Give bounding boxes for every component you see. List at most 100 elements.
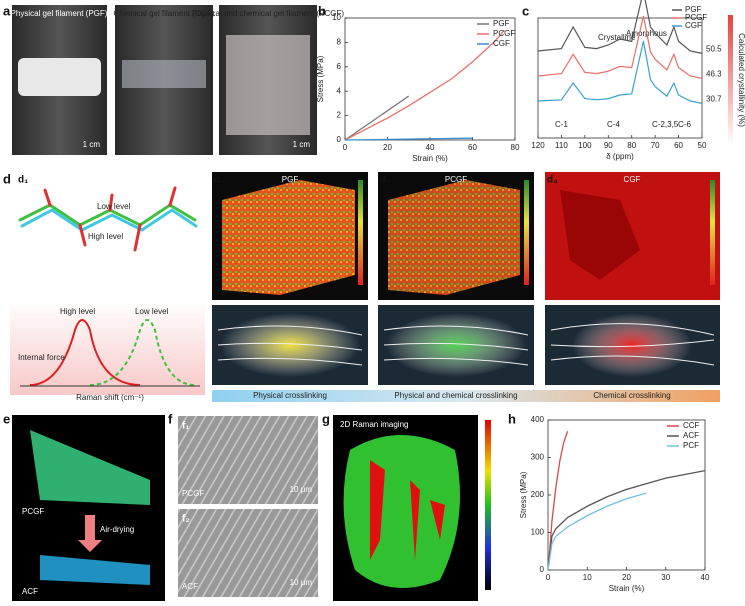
label: Air-drying bbox=[100, 525, 134, 534]
spectrum-line bbox=[537, 40, 703, 104]
panel-letter: d₃ bbox=[380, 175, 391, 186]
filament-wrap bbox=[122, 60, 206, 88]
x-tick-label: 50 bbox=[698, 141, 707, 150]
raman-schematic-bg bbox=[10, 300, 205, 395]
colorbar bbox=[524, 180, 529, 285]
photo-label: Physical gel filament (PGF) bbox=[11, 9, 108, 18]
image-title: 2D Raman imaging bbox=[340, 420, 408, 429]
sem-image bbox=[178, 416, 318, 504]
map-title: CGF bbox=[624, 175, 641, 184]
x-tick-label: 100 bbox=[578, 141, 592, 150]
raman-map-area bbox=[388, 180, 520, 295]
y-tick-label: 100 bbox=[531, 528, 545, 537]
series-line bbox=[344, 29, 505, 141]
colorbar bbox=[358, 180, 363, 285]
crystallinity-label: 46.3 bbox=[706, 70, 722, 79]
series-line bbox=[547, 492, 647, 571]
peak-label: C-6 bbox=[678, 120, 691, 129]
x-tick-label: 20 bbox=[622, 573, 631, 582]
y-tick-label: 300 bbox=[531, 453, 545, 462]
crystallinity-label: 50.5 bbox=[706, 45, 722, 54]
legend-label: PCGF bbox=[685, 13, 707, 22]
label: PCGF bbox=[22, 507, 44, 516]
series-line bbox=[344, 137, 473, 141]
x-tick-label: 40 bbox=[426, 143, 435, 152]
panel-letter: e bbox=[3, 411, 10, 426]
colorbar bbox=[485, 420, 491, 590]
panel-letter: f₂ bbox=[182, 514, 190, 525]
curve-low bbox=[89, 319, 196, 386]
label: ACF bbox=[22, 587, 38, 596]
x-axis-label: Strain (%) bbox=[412, 154, 448, 163]
y-tick-label: 2 bbox=[337, 111, 342, 120]
raman-map-area bbox=[560, 190, 640, 280]
panel-letter: b bbox=[318, 3, 326, 18]
caption: Physical and chemical crosslinking bbox=[394, 391, 517, 400]
x-tick-label: 90 bbox=[604, 141, 613, 150]
annotation: Crystalline bbox=[598, 33, 636, 42]
x-axis-label: Strain (%) bbox=[609, 584, 645, 593]
panel-letter: d bbox=[3, 171, 11, 186]
panel-letter: c bbox=[522, 3, 529, 18]
series-line bbox=[547, 469, 706, 571]
panel-letter: g bbox=[322, 411, 330, 426]
raman-image-area bbox=[370, 460, 445, 560]
bar-label: Calculated crystallinity (%) bbox=[737, 33, 745, 127]
photo-label: Physical and chemical gel filament (PCGF… bbox=[192, 9, 344, 18]
x-tick-label: 0 bbox=[343, 143, 348, 152]
crystallinity-label: 30.7 bbox=[706, 95, 722, 104]
peak-label: C-1 bbox=[555, 120, 568, 129]
panel-letter: a bbox=[3, 3, 11, 18]
sem-image bbox=[178, 509, 318, 597]
spectrum-line bbox=[537, 15, 703, 79]
legend-label: PCGF bbox=[493, 29, 515, 38]
panel-letter: f₁ bbox=[182, 421, 189, 432]
y-tick-label: 0 bbox=[337, 135, 342, 144]
photo-label: Chemical gel filament (CGF) bbox=[114, 9, 215, 18]
raman-map-area bbox=[222, 180, 355, 295]
y-tick-label: 6 bbox=[337, 62, 342, 71]
series-line bbox=[344, 95, 410, 141]
panel-letter: h bbox=[508, 411, 516, 426]
scale-bar: 1 cm bbox=[83, 140, 101, 149]
filament-wrap bbox=[226, 35, 310, 135]
caption: Chemical crosslinking bbox=[593, 391, 670, 400]
sample bbox=[40, 555, 150, 585]
caption: Physical crosslinking bbox=[253, 391, 327, 400]
annotation: Low level bbox=[97, 202, 131, 211]
x-tick-label: 10 bbox=[583, 573, 592, 582]
sample bbox=[30, 430, 150, 505]
legend-label: PGF bbox=[685, 5, 702, 14]
crystallinity-bar bbox=[728, 15, 733, 145]
scale-bar: 10 μm bbox=[290, 578, 313, 587]
curve-label: High level bbox=[60, 307, 95, 316]
molecule bbox=[18, 186, 198, 252]
peak-label: C-2,3,5 bbox=[652, 120, 679, 129]
y-tick-label: 8 bbox=[337, 38, 342, 47]
axis-label: Raman shift (cm⁻¹) bbox=[76, 393, 144, 402]
glow bbox=[220, 313, 360, 377]
x-tick-label: 110 bbox=[555, 141, 568, 150]
x-tick-label: 60 bbox=[674, 141, 683, 150]
x-tick-label: 80 bbox=[627, 141, 636, 150]
axis-label: Internal force bbox=[18, 353, 65, 362]
annotation: High level bbox=[88, 232, 123, 241]
spectrum-line bbox=[537, 0, 703, 54]
curve-high bbox=[29, 319, 141, 386]
y-axis-label: Stress (MPa) bbox=[519, 471, 528, 518]
x-tick-label: 40 bbox=[701, 573, 710, 582]
arrow bbox=[78, 515, 102, 552]
y-tick-label: 10 bbox=[332, 13, 341, 22]
colorbar bbox=[710, 180, 715, 285]
scale-bar: 10 μm bbox=[290, 485, 313, 494]
x-tick-label: 30 bbox=[661, 573, 670, 582]
x-tick-label: 60 bbox=[468, 143, 477, 152]
y-tick-label: 0 bbox=[540, 565, 545, 574]
label: ACF bbox=[182, 582, 198, 591]
legend-label: CGF bbox=[493, 39, 510, 48]
glow bbox=[386, 313, 526, 377]
x-tick-label: 80 bbox=[511, 143, 520, 152]
y-tick-label: 4 bbox=[337, 86, 342, 95]
glow bbox=[572, 313, 692, 377]
